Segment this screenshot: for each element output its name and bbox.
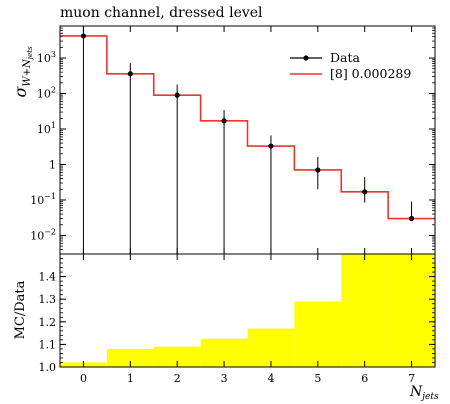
data-point <box>80 33 87 39</box>
x-tick-label: 4 <box>267 372 274 385</box>
x-tick-label: 6 <box>361 372 368 385</box>
ratio-y-tick-label: 1.1 <box>39 338 57 351</box>
ratio-xlabel: Njets <box>409 384 439 402</box>
chart-title: muon channel, dressed level <box>60 5 263 21</box>
data-point <box>315 167 321 173</box>
ratio-y-tick-label: 1.0 <box>39 361 57 374</box>
y-tick-label: 10−1 <box>30 192 56 207</box>
legend-data-label: Data <box>330 50 360 65</box>
ratio-band <box>153 346 201 367</box>
y-tick-label: 101 <box>37 121 56 136</box>
main-ylabel: σW+Njets <box>11 46 34 97</box>
x-tick-label: 7 <box>408 372 415 385</box>
ratio-band <box>294 301 342 367</box>
ratio-y-tick-label: 1.3 <box>39 293 57 306</box>
y-tick-label: 10−2 <box>30 227 56 242</box>
data-point <box>174 92 180 98</box>
ratio-band <box>106 348 154 367</box>
x-tick-label: 2 <box>174 372 181 385</box>
svg-text:σW+Njets: σW+Njets <box>11 46 34 97</box>
data-point <box>362 189 368 195</box>
legend-data-marker-dot <box>303 55 309 61</box>
x-tick-label: 3 <box>221 372 228 385</box>
data-point <box>127 71 133 77</box>
ratio-ylabel: MC/Data <box>13 280 28 339</box>
legend-mc-label: [8] 0.000289 <box>330 66 411 81</box>
x-tick-label: 1 <box>127 372 134 385</box>
y-tick-label: 103 <box>37 50 56 65</box>
y-tick-label: 102 <box>37 86 56 101</box>
ratio-plot-frame <box>59 253 436 368</box>
ratio-y-tick-label: 1.4 <box>39 271 57 284</box>
x-tick-label: 0 <box>80 372 87 385</box>
ratio-y-tick-label: 1.2 <box>39 316 57 329</box>
ratio-band <box>388 254 435 367</box>
data-point <box>408 215 415 222</box>
mc-histogram <box>60 35 435 220</box>
y-tick-label: 1 <box>49 158 56 171</box>
data-point <box>268 143 274 149</box>
x-tick-label: 5 <box>314 372 321 385</box>
data-point <box>221 118 227 124</box>
ratio-band <box>341 254 389 367</box>
ratio-band <box>247 328 295 367</box>
